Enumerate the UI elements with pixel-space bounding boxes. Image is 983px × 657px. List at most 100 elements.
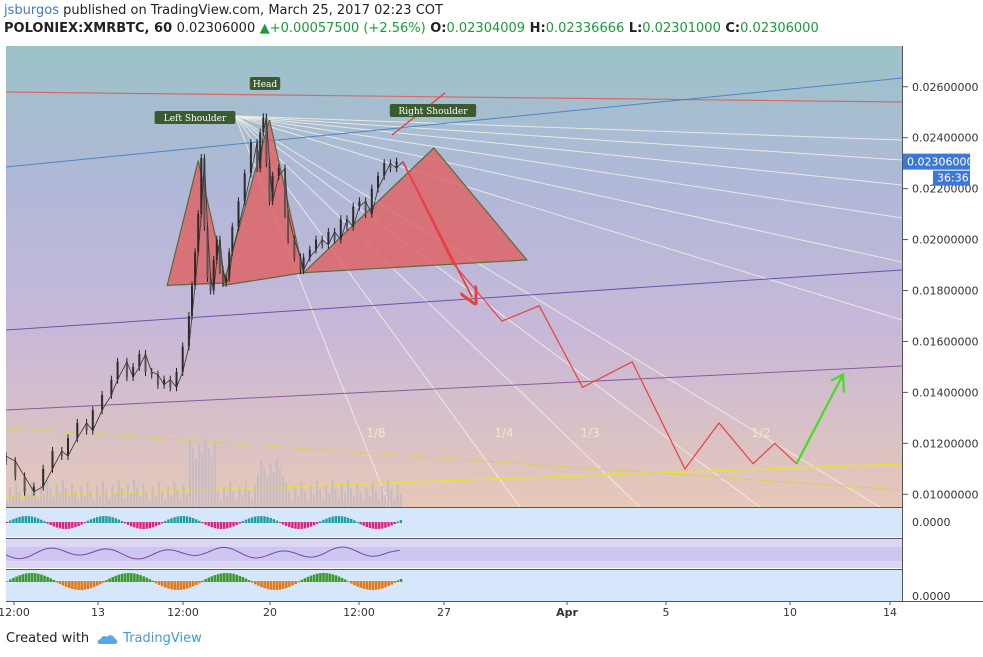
histogram-bar — [232, 573, 235, 582]
price-tick-label: 0.01000000 — [912, 488, 978, 501]
oscillator-bar — [68, 522, 71, 529]
histogram-bar — [33, 573, 37, 582]
candle-body — [76, 422, 79, 439]
pattern-label: Right Shoulder — [398, 107, 468, 117]
volume-bar — [30, 481, 33, 507]
oscillator-bar — [306, 522, 310, 528]
low-value: 0.02301000 — [642, 21, 721, 36]
histogram-bar — [244, 578, 248, 582]
oscillator-bar — [161, 522, 164, 524]
histogram-bar — [126, 573, 130, 582]
oscillator-bar — [126, 522, 130, 525]
histogram-bar — [111, 577, 114, 582]
candle-body — [42, 468, 45, 487]
oscillator-bar — [188, 517, 192, 523]
volume-bar — [285, 483, 287, 507]
volume-bar — [86, 482, 89, 507]
oscillator-bar — [368, 522, 372, 528]
high-label: H: — [529, 21, 546, 36]
pattern-label-box — [249, 77, 281, 90]
volume-bar — [195, 458, 198, 507]
candle-body — [352, 206, 355, 227]
candle-body — [144, 354, 147, 373]
volume-bar — [322, 499, 325, 507]
histogram-bar — [201, 580, 204, 582]
histogram-bar — [316, 573, 319, 582]
volume-bar — [111, 485, 114, 507]
time-tick-label: 12:00 — [167, 606, 199, 619]
volume-bar — [83, 496, 86, 507]
chart-area[interactable]: Left Shoulder Head Right Shoulder 1/8 1/4 1/3… — [0, 0, 983, 625]
oscillator-bar — [359, 522, 362, 525]
volume-bar — [136, 488, 139, 507]
oscillator-bar — [145, 522, 148, 529]
histogram-bar — [80, 581, 83, 590]
oscillator-bar — [77, 522, 80, 527]
fan-line — [234, 115, 641, 507]
histogram-bar — [120, 573, 124, 582]
volume-bar — [18, 491, 21, 507]
histogram-bar — [374, 581, 378, 590]
volume-bar — [235, 500, 238, 507]
histogram-bar — [195, 581, 198, 585]
trend-line — [6, 427, 902, 491]
oscillator-bar — [378, 522, 381, 529]
fan-line — [234, 115, 902, 186]
oscillator-bar — [148, 522, 151, 529]
histogram-bar — [334, 575, 338, 582]
volume-bar — [21, 500, 24, 507]
volume-bar — [92, 500, 95, 507]
histogram-bar — [368, 581, 372, 590]
price-tick-label: 0.01400000 — [912, 386, 978, 399]
histogram-bar — [241, 577, 245, 582]
oscillator-bar — [204, 522, 207, 525]
tradingview-logo-text[interactable]: TradingView — [123, 631, 202, 646]
oscillator-bar — [207, 522, 210, 527]
price-axis[interactable] — [903, 46, 983, 601]
volume-bar — [188, 440, 191, 507]
histogram-bar — [151, 580, 155, 582]
histogram-bar — [154, 581, 158, 584]
author-name[interactable]: jsburgos — [4, 3, 59, 18]
histogram-bar — [52, 579, 56, 582]
oscillator-bar — [89, 519, 93, 523]
volume-bar — [359, 492, 362, 507]
oscillator-bar — [250, 517, 254, 523]
candle-body — [150, 372, 153, 375]
time-tick-label: 5 — [663, 606, 670, 619]
price-line — [6, 117, 404, 493]
histogram-bar — [300, 579, 304, 582]
volume-bar — [223, 487, 225, 507]
volume-bar — [291, 501, 294, 507]
volume-bar — [257, 474, 260, 507]
volume-bar — [306, 500, 309, 507]
oscillator-bar — [179, 516, 182, 523]
oscillator-bar — [312, 522, 316, 526]
volume-bar — [334, 489, 337, 507]
volume-bar — [151, 487, 154, 507]
time-tick-label: 13 — [91, 606, 105, 619]
histogram-bar — [6, 581, 9, 582]
volume-bar — [157, 482, 160, 507]
candle-body — [265, 117, 268, 164]
time-tick-label: 12:00 — [0, 606, 30, 619]
volume-bar — [309, 486, 312, 507]
fan-line — [234, 115, 881, 507]
candle-body — [370, 188, 373, 215]
volume-bar — [312, 495, 315, 507]
histogram-bar — [257, 581, 260, 586]
oscillator-bar — [285, 522, 288, 526]
candle-body — [101, 394, 104, 411]
volume-bar — [244, 481, 247, 507]
fan-line — [234, 115, 902, 321]
volume-bar — [77, 501, 80, 507]
hs-triangle — [166, 160, 227, 287]
candle-body — [231, 226, 234, 253]
histogram-bar — [176, 581, 180, 590]
candle-body — [125, 361, 128, 378]
oscillator-bar — [123, 522, 127, 524]
volume-bar — [319, 490, 322, 507]
oscillator-bar — [18, 516, 21, 523]
time-axis[interactable]: 12:00 13 12:00 20 12:00 27 Apr 5 10 14 — [0, 601, 897, 619]
candle-body — [222, 270, 224, 283]
